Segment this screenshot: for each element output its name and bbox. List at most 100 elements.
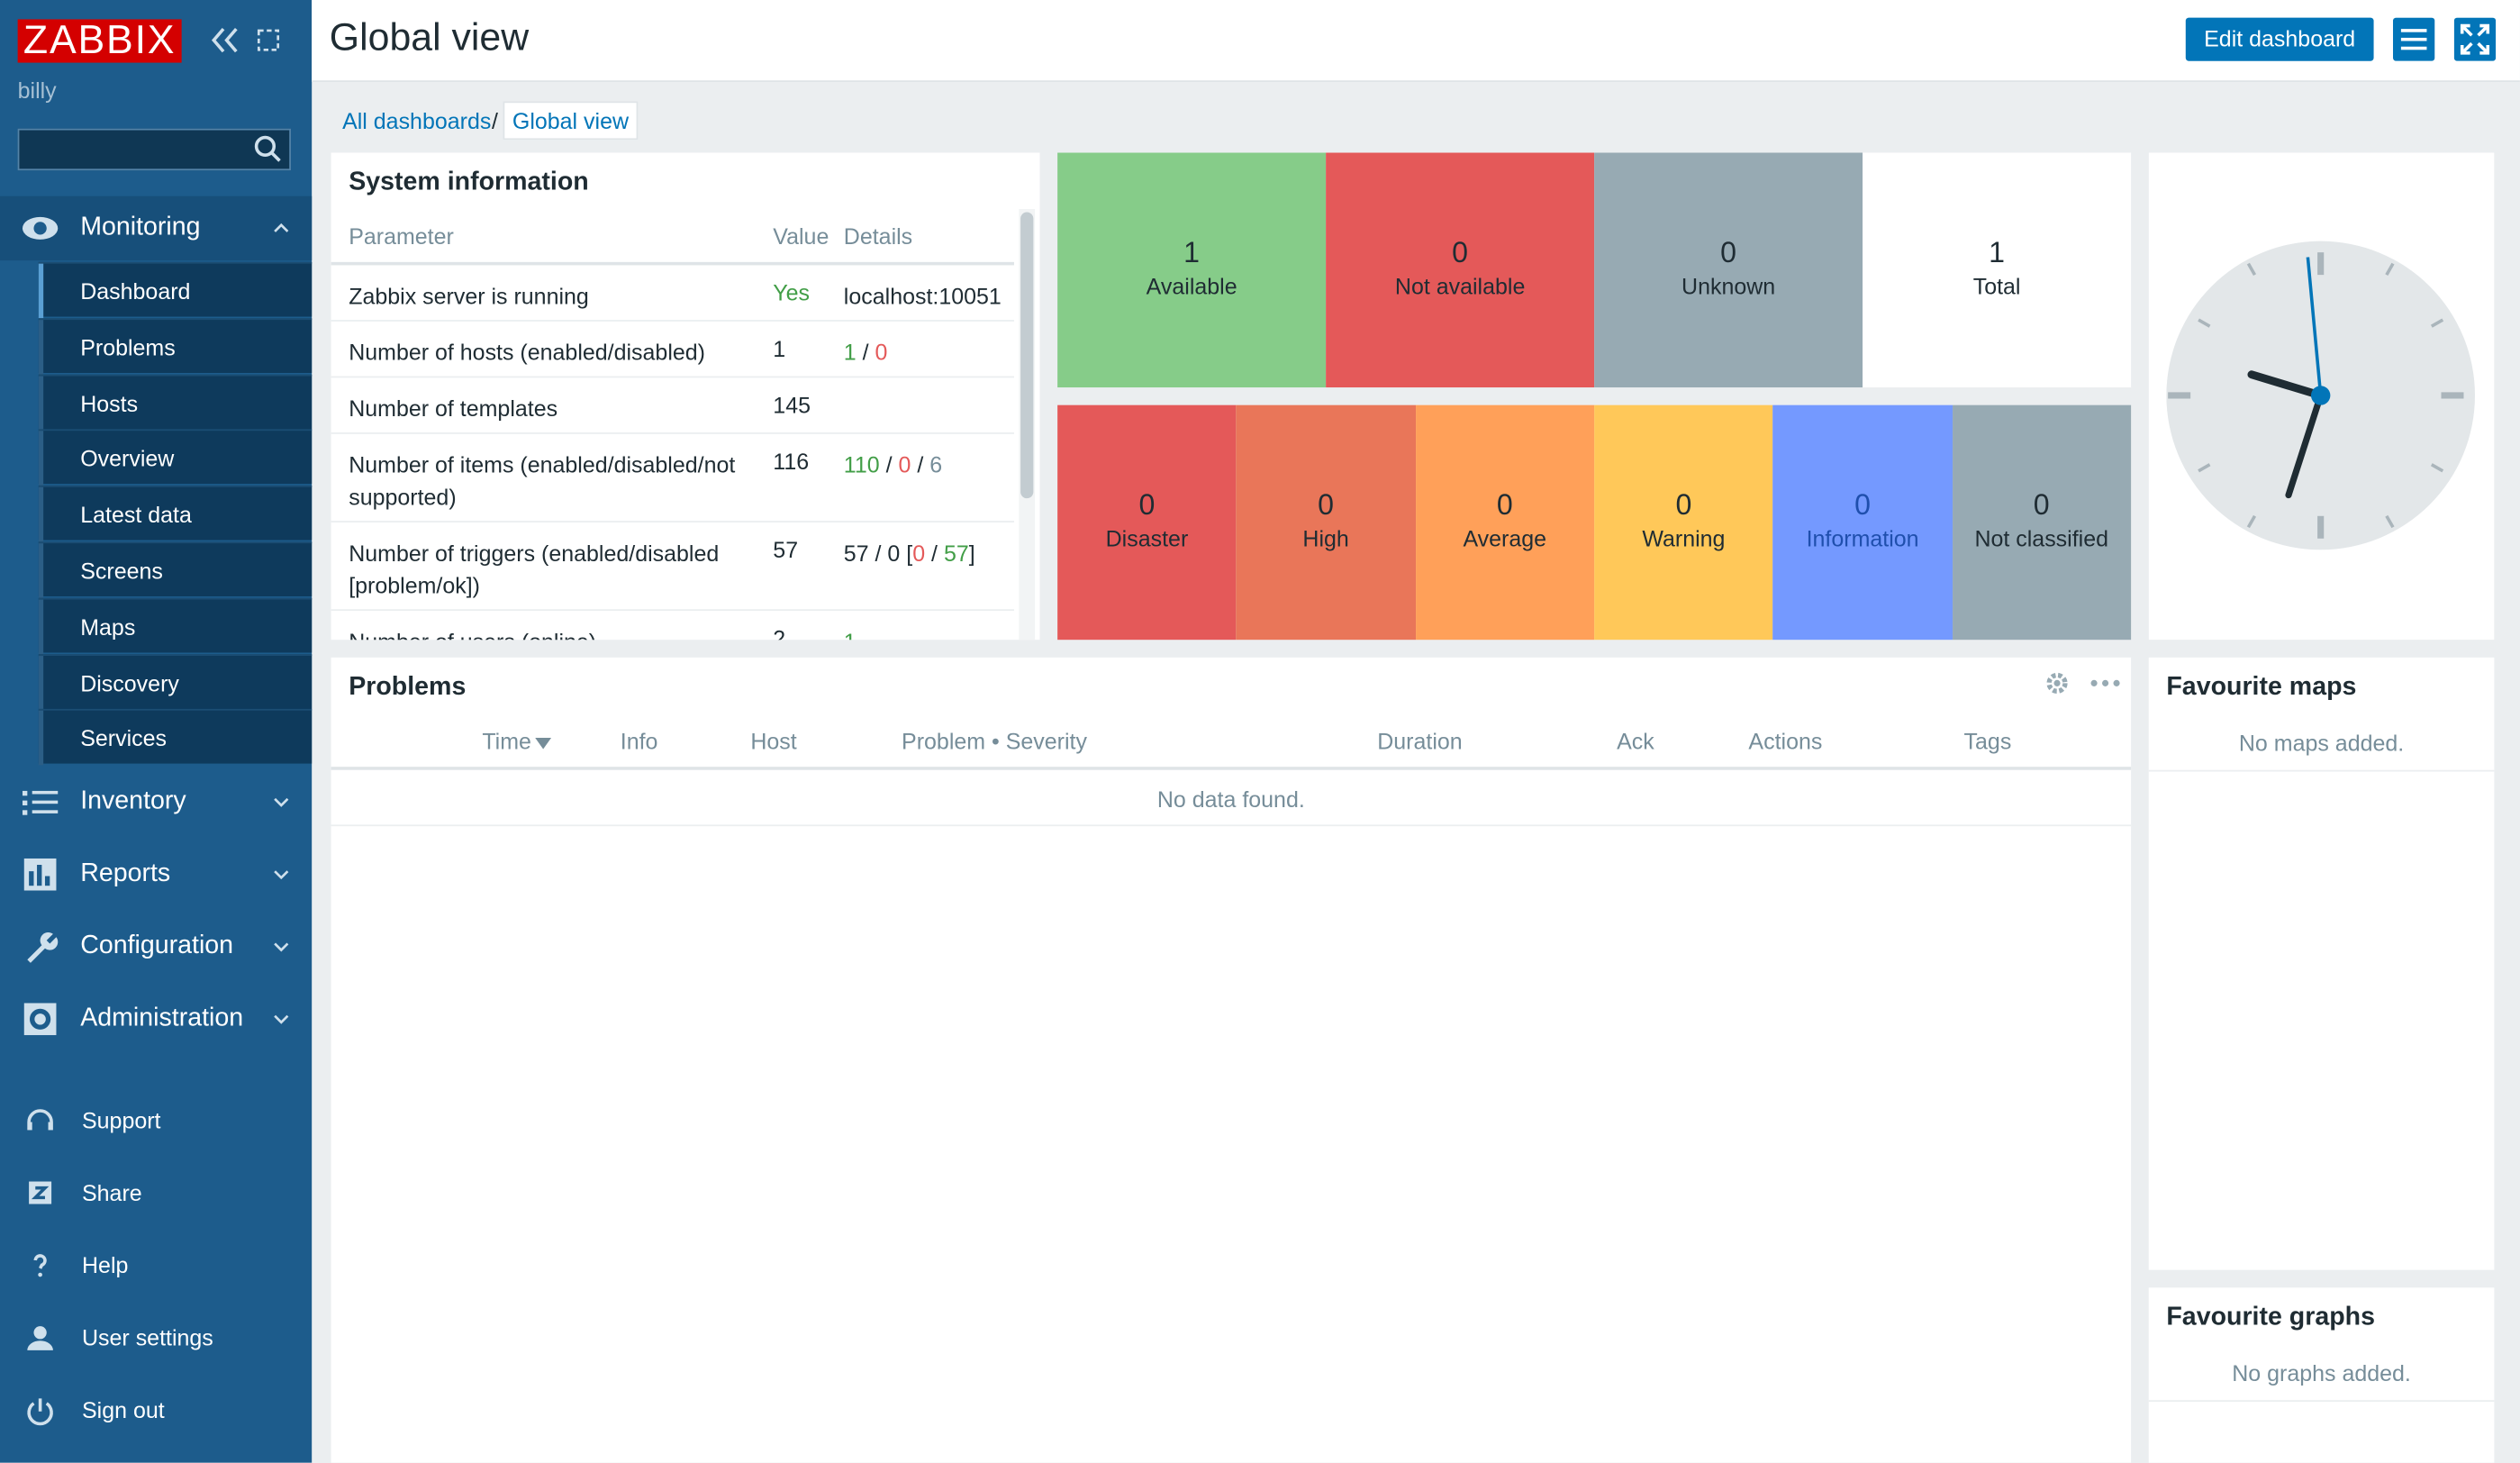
submenu-item[interactable]: Dashboard — [38, 261, 313, 319]
submenu-marker — [38, 543, 44, 598]
cell-parameter: Number of templates — [349, 395, 558, 422]
status-cell[interactable]: 0 Not available — [1326, 152, 1595, 388]
menu-section[interactable]: Monitoring — [0, 195, 313, 261]
cell-value plain: 57 — [773, 536, 799, 563]
status-count: 0 — [2033, 488, 2050, 522]
collapse-button[interactable] — [209, 26, 241, 55]
menu-label: Configuration — [80, 931, 234, 959]
cell-details: localhost:10051 — [844, 279, 1002, 312]
submenu-label: Services — [80, 725, 168, 752]
status-cell[interactable]: 1 Available — [1057, 152, 1327, 388]
menu-icon — [27, 931, 59, 963]
status-cell[interactable]: 1 Total — [1863, 152, 2132, 388]
status-cell[interactable]: 0 Unknown — [1594, 152, 1863, 388]
search-input[interactable] — [17, 128, 291, 171]
header-bar — [312, 0, 2520, 83]
status-count: 0 — [1452, 236, 1469, 268]
menu-label: Monitoring — [80, 214, 201, 241]
submenu-label: Problems — [80, 333, 176, 360]
menu-section[interactable]: Reports — [0, 838, 312, 910]
status-cell[interactable]: 0 High — [1236, 404, 1416, 641]
cell-parameter: Number of items (enabled/disabled/not su… — [349, 451, 736, 510]
status-label: Not classified — [1974, 525, 2109, 552]
fullscreen-button[interactable] — [2453, 17, 2497, 61]
status-count: 0 — [1496, 488, 1513, 522]
submenu-label: Overview — [80, 445, 175, 472]
footer-link[interactable]: Support — [0, 1103, 312, 1141]
more-icon[interactable] — [2089, 677, 2122, 689]
widget-title: Problems — [349, 673, 467, 701]
column-header[interactable]: Time — [482, 728, 531, 754]
problems-widget: Problems Time Info Host Problem • Severity Du… — [331, 657, 2132, 1463]
chevron — [274, 869, 289, 879]
menu-section[interactable]: Configuration — [0, 910, 312, 982]
status-label: Disaster — [1105, 525, 1189, 552]
column-header: Details — [843, 223, 913, 250]
system-info-widget: System information Parameter Value Details Z… — [331, 152, 1040, 641]
footer-link[interactable]: Help — [0, 1248, 312, 1286]
table-row: Number of users (online) 2 1 — [331, 611, 1014, 640]
column-header: Problem • Severity — [902, 728, 1087, 754]
status-cell[interactable]: 0 Disaster — [1057, 404, 1237, 641]
cell-value plain: 145 — [773, 392, 811, 418]
status-cell[interactable]: 0 Average — [1415, 404, 1595, 641]
menu-label: Reports — [80, 859, 171, 887]
widget-title: System information — [349, 168, 589, 196]
menu-section[interactable]: Inventory — [0, 766, 312, 838]
submenu-label: Screens — [80, 558, 163, 584]
breadcrumb-link[interactable]: All dashboards — [342, 107, 492, 134]
submenu-item[interactable]: Latest data — [38, 486, 313, 542]
submenu-marker — [38, 599, 44, 654]
detail-segment: 1 — [844, 629, 857, 640]
detail-segment: localhost:10051 — [843, 283, 1002, 309]
status-count: 0 — [1720, 236, 1737, 268]
submenu-item[interactable]: Hosts — [38, 374, 313, 431]
footer-link[interactable]: User settings — [0, 1320, 312, 1358]
row-border — [2148, 769, 2495, 772]
username: billy — [17, 77, 57, 104]
submenu-item[interactable]: Discovery — [38, 653, 313, 710]
footer-icon — [27, 1109, 53, 1131]
status-count: 0 — [1675, 488, 1692, 522]
submenu-item[interactable]: Problems — [38, 317, 313, 375]
menu-button[interactable] — [2392, 17, 2435, 61]
submenu-item[interactable]: Maps — [38, 597, 313, 654]
column-header: Actions — [1748, 728, 1823, 754]
status-label: Total — [1972, 273, 2021, 299]
footer-link[interactable]: Share — [0, 1175, 312, 1213]
empty-message: No graphs added. — [2232, 1359, 2411, 1386]
status-cell[interactable]: 0 Information — [1772, 404, 1953, 641]
status-label: High — [1302, 525, 1349, 552]
scrollbar-thumb[interactable] — [1020, 212, 1034, 499]
cell-details: 1 — [844, 625, 857, 640]
menu-section[interactable]: Administration — [0, 983, 312, 1055]
submenu-label: Hosts — [80, 389, 139, 416]
column-header: Duration — [1377, 728, 1463, 754]
breadcrumb-current[interactable]: Global view — [503, 101, 639, 141]
status-label: Average — [1463, 525, 1547, 552]
status-cell[interactable]: 0 Not classified — [1952, 404, 2132, 641]
widget-title: Favourite graphs — [2166, 1304, 2376, 1331]
submenu-item[interactable]: Overview — [38, 430, 313, 486]
footer-label: Share — [82, 1179, 142, 1206]
submenu-item[interactable]: Screens — [38, 541, 313, 598]
submenu-label: Dashboard — [80, 277, 191, 304]
empty-message: No data found. — [1156, 786, 1305, 813]
settings-icon[interactable] — [2044, 670, 2071, 696]
edit-dashboard-button[interactable]: Edit dashboard — [2185, 17, 2374, 61]
detail-segment: 57 — [943, 540, 969, 567]
submenu-item[interactable]: Services — [38, 709, 313, 767]
footer-link[interactable]: Sign out — [0, 1392, 312, 1431]
cell-details: 110 / 0 / 6 — [844, 449, 942, 481]
footer-icon — [33, 1254, 47, 1277]
submenu-marker — [38, 711, 44, 767]
detail-segment: / — [925, 540, 944, 567]
detail-segment: / — [879, 451, 899, 477]
status-cell[interactable]: 0 Warning — [1594, 404, 1773, 641]
status-count: 1 — [1183, 236, 1201, 268]
submenu-marker — [38, 431, 44, 486]
status-count: 0 — [1318, 488, 1335, 522]
table-row: Number of templates 145 — [331, 377, 1014, 434]
kiosk-button[interactable] — [256, 27, 282, 53]
